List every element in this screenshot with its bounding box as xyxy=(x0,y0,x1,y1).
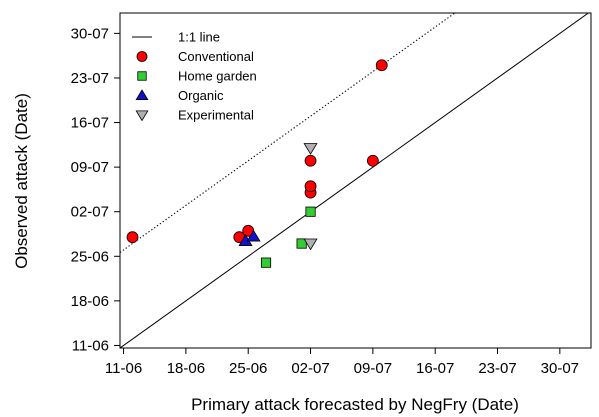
home-garden-point xyxy=(260,257,272,268)
y-tick-label: 09-07 xyxy=(71,159,109,176)
x-tick-label: 11-06 xyxy=(105,360,142,377)
conventional-point xyxy=(126,231,139,244)
experimental-point xyxy=(303,143,318,155)
x-axis-title: Primary attack forecasted by NegFry (Dat… xyxy=(191,395,519,414)
home-garden-point xyxy=(296,238,307,249)
legend-home-garden-label: Home garden xyxy=(178,69,257,84)
legend-experimental-label: Experimental xyxy=(178,108,254,123)
y-tick-label: 30-07 xyxy=(71,25,109,42)
experimental-point xyxy=(303,238,318,251)
y-tick-label: 23-07 xyxy=(71,70,109,87)
conventional-point xyxy=(366,154,379,167)
legend-organic-label: Organic xyxy=(178,88,224,103)
home-garden-point xyxy=(305,206,316,217)
x-tick-label: 23-07 xyxy=(478,360,516,377)
conventional-point xyxy=(304,154,317,167)
y-tick-label: 02-07 xyxy=(71,204,109,221)
x-axis: 11-06 18-06 25-06 02-07 09-07 16-07 23-07 30-07 xyxy=(105,348,579,377)
data-points xyxy=(126,59,388,268)
legend-conventional-symbol xyxy=(136,51,148,62)
legend-organic-symbol xyxy=(135,89,149,101)
plot-area-frame xyxy=(119,12,592,349)
y-tick-label: 11-06 xyxy=(72,337,109,354)
conventional-point xyxy=(304,180,317,193)
one-to-one-line xyxy=(120,13,590,348)
legend-conventional-label: Conventional xyxy=(178,49,254,64)
x-tick-label: 25-06 xyxy=(229,360,267,377)
y-tick-label: 16-07 xyxy=(71,115,109,132)
conventional-point xyxy=(375,59,388,72)
x-tick-label: 09-07 xyxy=(354,360,392,377)
y-tick-label: 18-06 xyxy=(71,293,109,310)
y-tick-label: 25-06 xyxy=(71,248,109,265)
legend-home-garden-symbol xyxy=(137,71,147,81)
x-tick-label: 16-07 xyxy=(416,360,454,377)
legend: 1:1 line Conventional Home garden Organic Ex… xyxy=(132,30,257,123)
y-axis: 11-06 18-06 25-06 02-07 09-07 16-07 23-07 30-07 xyxy=(71,25,120,354)
x-tick-label: 30-07 xyxy=(541,360,579,377)
x-tick-label: 18-06 xyxy=(167,360,205,377)
legend-1-1-line-label: 1:1 line xyxy=(178,30,220,45)
x-tick-label: 02-07 xyxy=(291,360,329,377)
reference-lines xyxy=(120,13,590,348)
organic-point xyxy=(246,229,261,242)
y-axis-title: Observed attack (Date) xyxy=(12,93,31,269)
legend-experimental-symbol xyxy=(135,110,149,122)
